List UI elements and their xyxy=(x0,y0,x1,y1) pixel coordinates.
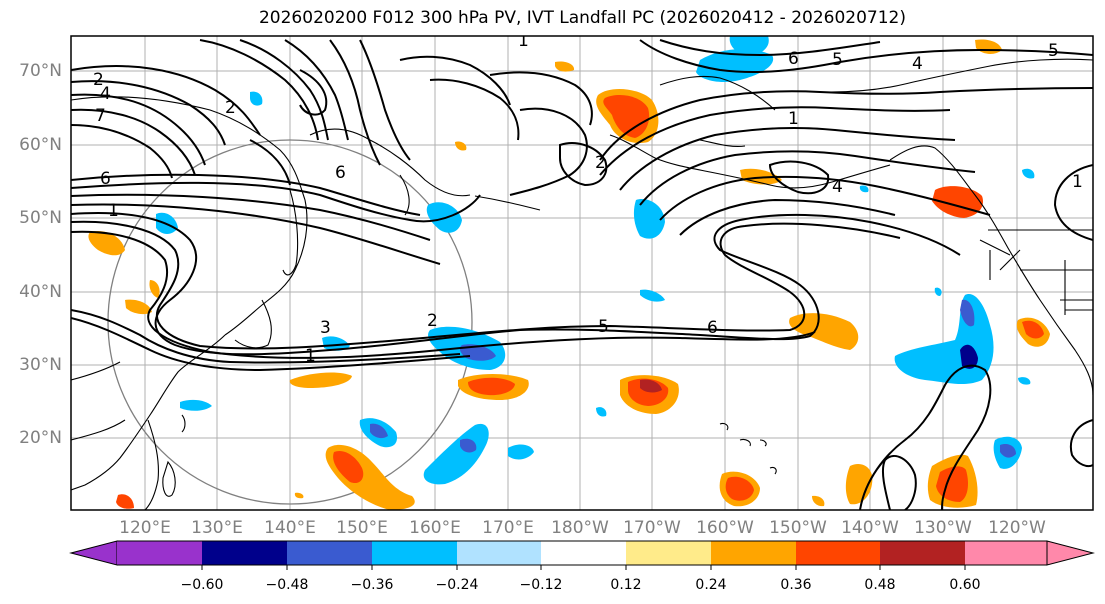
contour-label: 2 xyxy=(225,98,236,118)
lat-label: 40°N xyxy=(19,282,62,302)
lon-label: 180°W xyxy=(551,518,609,538)
lon-label: 170°E xyxy=(482,518,534,538)
colorbar-segment xyxy=(117,541,202,565)
contour-label: 1 xyxy=(108,201,119,221)
lon-label: 160°W xyxy=(696,518,754,538)
contour-label: 2 xyxy=(93,70,104,90)
contour-label: 5 xyxy=(832,50,843,70)
colorbar-segment xyxy=(796,541,880,565)
lon-label: 160°E xyxy=(409,518,461,538)
colorbar-tick-label: −0.12 xyxy=(519,577,563,593)
contour-label: 5 xyxy=(598,317,609,337)
lon-label: 150°E xyxy=(336,518,388,538)
map-title: 2026020200 F012 300 hPa PV, IVT Landfall… xyxy=(258,8,906,28)
lat-label: 50°N xyxy=(19,208,62,228)
colorbar-tick-label: −0.48 xyxy=(265,577,309,593)
contour-label: 2 xyxy=(595,153,606,173)
contour-label: 5 xyxy=(1048,41,1059,61)
lat-label: 60°N xyxy=(19,135,62,155)
lon-label: 140°E xyxy=(264,518,316,538)
contour-label: 6 xyxy=(100,169,111,189)
lon-label: 140°W xyxy=(841,518,899,538)
lat-label: 20°N xyxy=(19,428,62,448)
map-frame xyxy=(70,35,1094,511)
lon-label: 170°W xyxy=(623,518,681,538)
contour-labels: 2 4 7 6 1 3 2 1 5 6 6 1 6 5 4 1 4 5 2 2 … xyxy=(93,31,1083,366)
lon-label: 120°W xyxy=(988,518,1046,538)
map-frame-bg xyxy=(71,36,1093,510)
region-circle xyxy=(107,139,473,505)
colorbar-segment xyxy=(541,541,626,565)
contour-label: 1 xyxy=(305,346,316,366)
colorbar-segment xyxy=(626,541,711,565)
colorbar-tick-label: 0.48 xyxy=(864,577,896,593)
contour-label: 4 xyxy=(832,177,843,197)
colorbar-tick-label: −0.60 xyxy=(180,577,224,593)
colorbar-extend-left xyxy=(69,540,118,566)
contour-label: 3 xyxy=(320,318,331,338)
contour-label: 6 xyxy=(335,163,346,183)
colorbar-segment xyxy=(711,541,796,565)
pv-contours xyxy=(71,39,1093,510)
lon-label: 120°E xyxy=(119,518,171,538)
contour-label: 1 xyxy=(518,31,529,51)
colorbar-segment xyxy=(202,541,287,565)
colorbar-extend-right xyxy=(1046,540,1095,566)
colorbar-tick-label: 0.60 xyxy=(949,577,981,593)
contour-label: 2 xyxy=(427,311,438,331)
contour-label: 6 xyxy=(707,318,718,338)
colorbar-segment xyxy=(965,541,1047,565)
lon-label: 130°E xyxy=(191,518,243,538)
contour-label: 7 xyxy=(95,106,106,126)
colorbar-segment xyxy=(287,541,372,565)
lat-label: 70°N xyxy=(19,61,62,81)
lon-label: 130°W xyxy=(914,518,972,538)
colorbar-tick-label: 0.36 xyxy=(780,577,812,593)
colorbar-tick-label: −0.36 xyxy=(350,577,394,593)
lat-label: 30°N xyxy=(19,355,62,375)
contour-label: 4 xyxy=(912,54,923,74)
contour-label: 1 xyxy=(788,109,799,129)
colorbar-tick-label: 0.24 xyxy=(695,577,727,593)
contour-label: 1 xyxy=(1072,172,1083,192)
colorbar-tick-label: −0.24 xyxy=(435,577,479,593)
colorbar-segment xyxy=(457,541,541,565)
colorbar-tick-label: 0.12 xyxy=(610,577,642,593)
colorbar-segment xyxy=(372,541,457,565)
colorbar-segment xyxy=(880,541,965,565)
colorbar xyxy=(69,540,1095,570)
lon-label: 150°W xyxy=(769,518,827,538)
contour-label: 4 xyxy=(100,84,111,104)
contour-label: 6 xyxy=(788,49,799,69)
